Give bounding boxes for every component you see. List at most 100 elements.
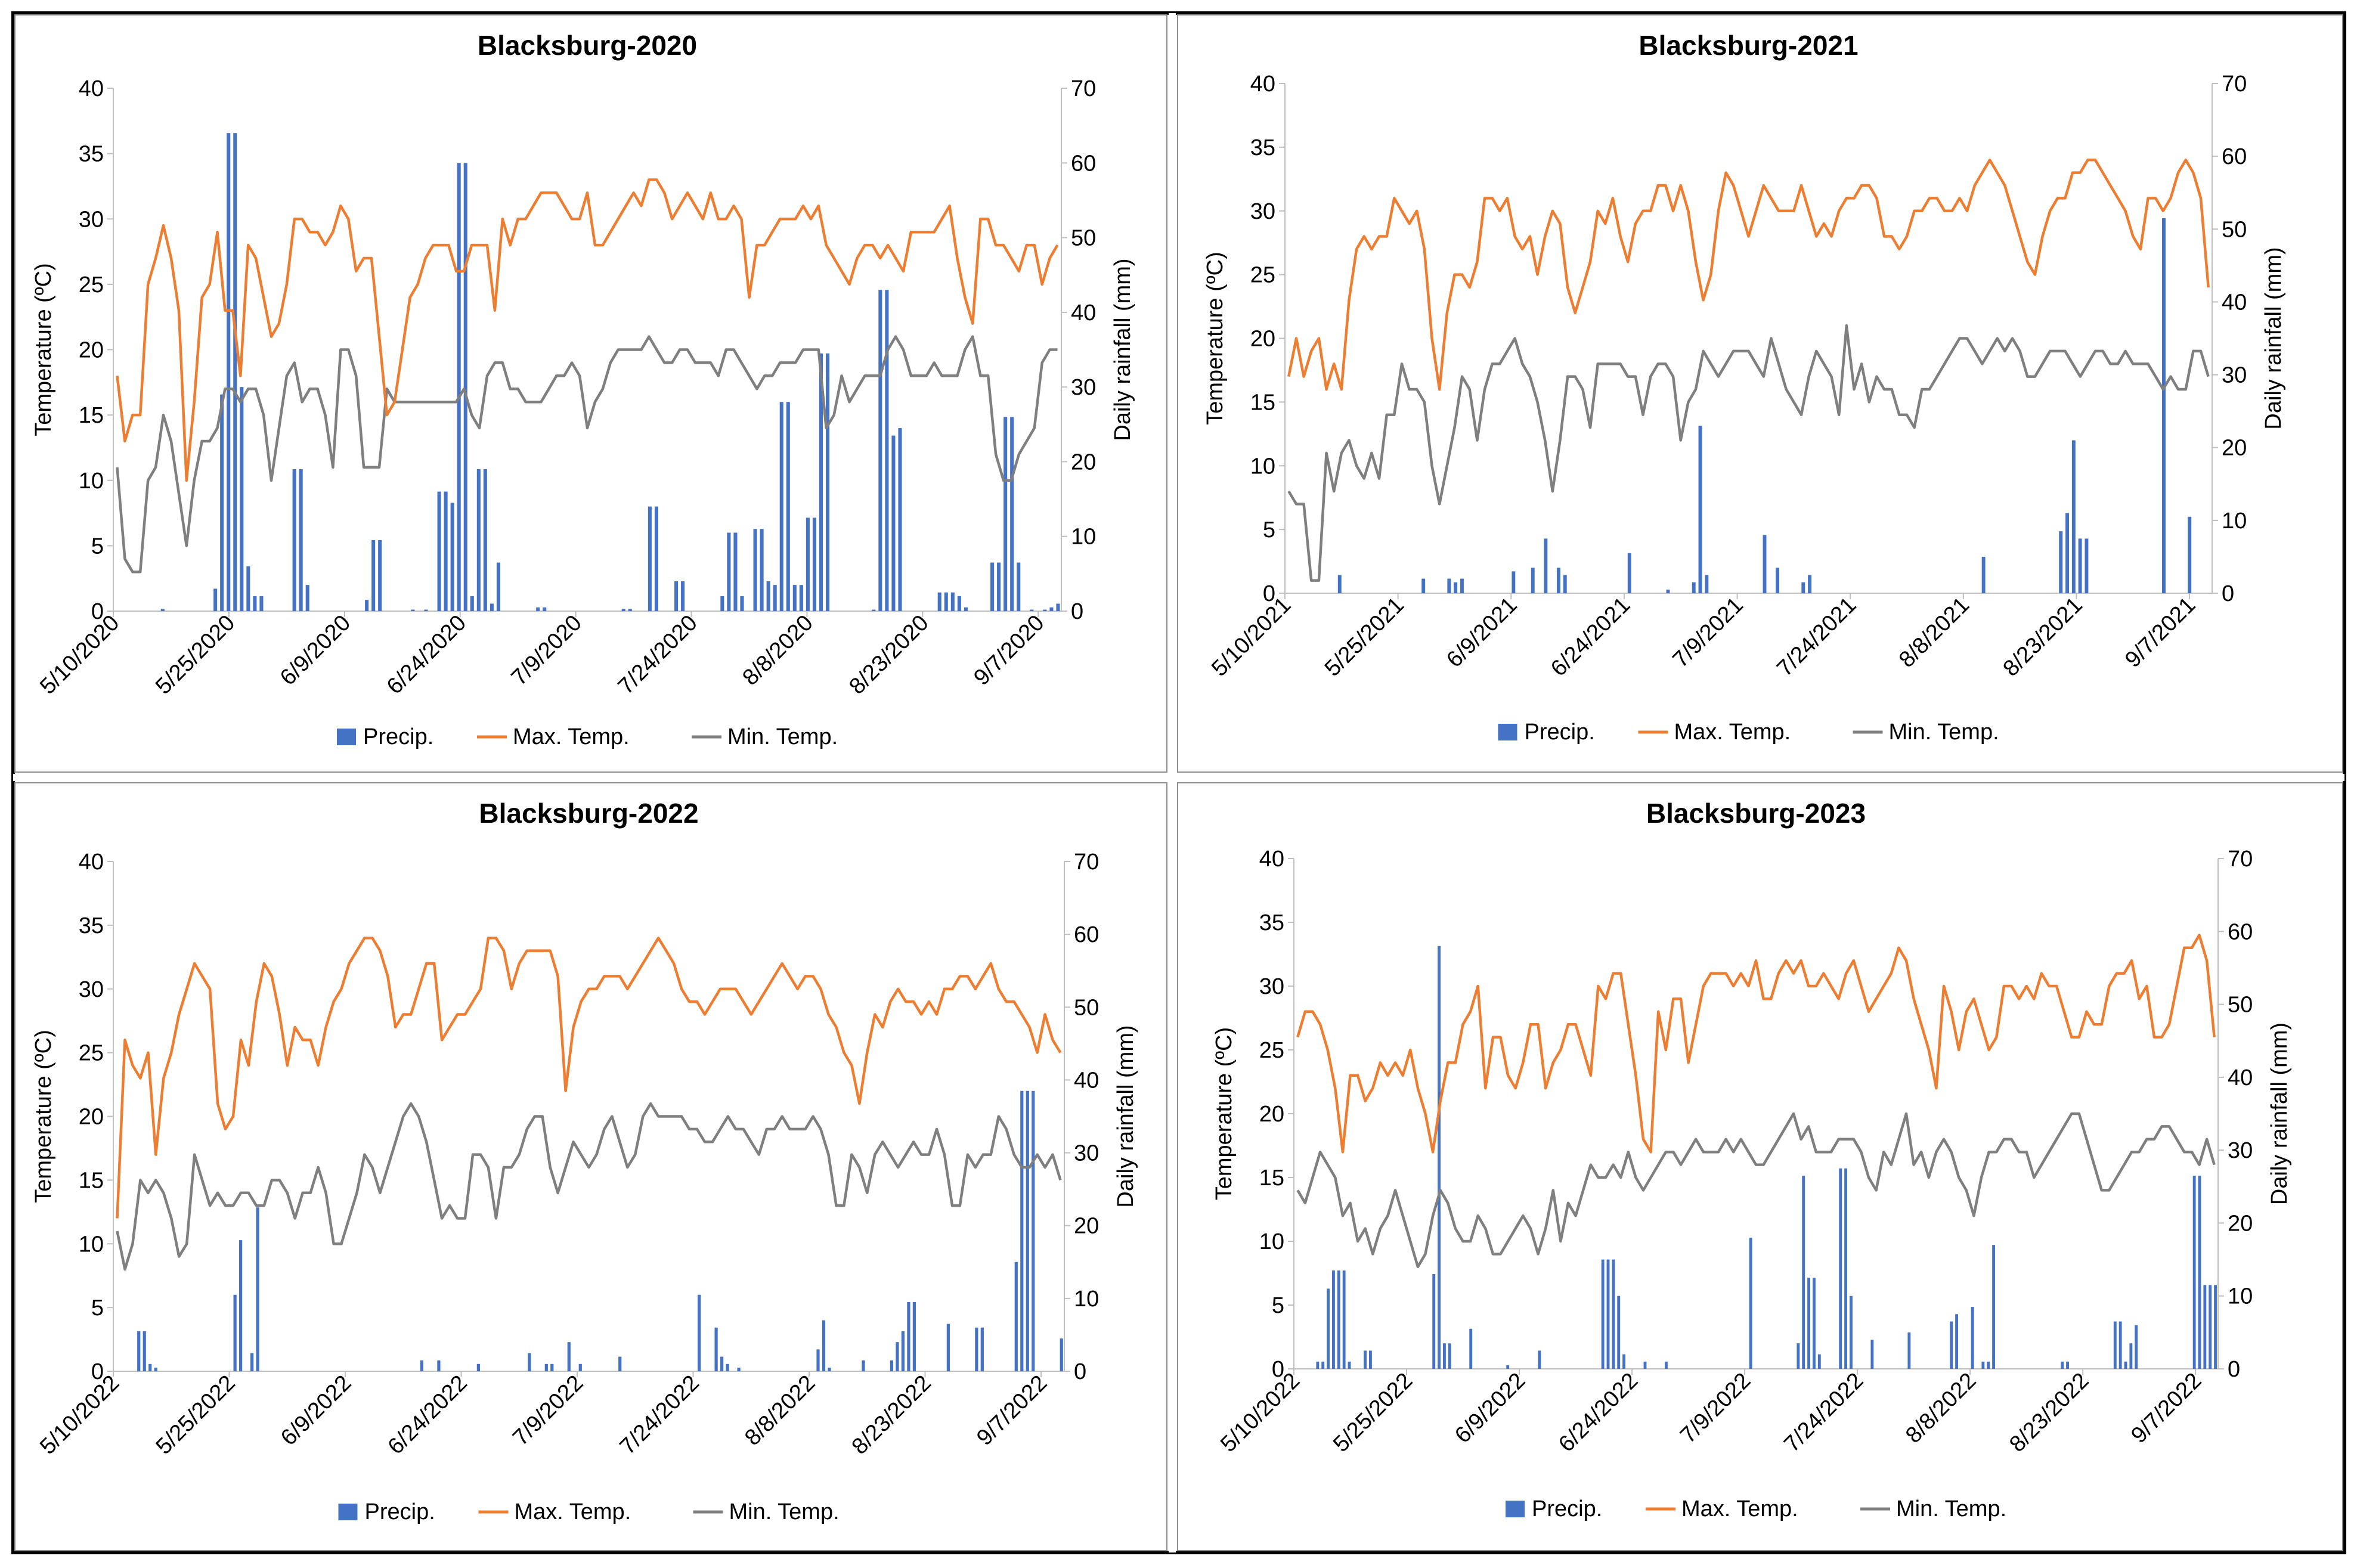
precip-bar xyxy=(2162,218,2166,593)
x-tick-label: 6/24/2022 xyxy=(1554,1368,1643,1457)
precip-bar xyxy=(2113,1321,2117,1369)
precip-bar xyxy=(543,607,547,611)
precip-bar xyxy=(1612,1259,1615,1369)
precip-bar xyxy=(1627,553,1631,593)
panel-gap-vertical xyxy=(1169,13,1176,1552)
x-tick-label: 7/9/2022 xyxy=(1675,1368,1755,1448)
precip-bar xyxy=(1955,1314,1959,1369)
legend-min-label: Min. Temp. xyxy=(729,1499,840,1524)
panel-gap-horizontal xyxy=(13,774,2344,781)
legend-min-label: Min. Temp. xyxy=(1889,720,1999,745)
precip-bar xyxy=(496,562,500,611)
precip-bar xyxy=(714,1327,718,1371)
precip-bar xyxy=(1907,1332,1911,1369)
precip-bar xyxy=(457,163,461,611)
precip-bar xyxy=(891,435,896,611)
precip-bar xyxy=(299,469,303,611)
precip-bar xyxy=(1992,1245,1996,1369)
y-tick-label: 5 xyxy=(1263,517,1275,543)
y2-tick-label: 50 xyxy=(2228,993,2253,1018)
x-tick-label: 8/23/2020 xyxy=(844,611,933,699)
precip-bar xyxy=(567,1342,571,1371)
precip-bar xyxy=(1447,578,1451,593)
y-tick-label: 5 xyxy=(91,534,104,559)
legend-max-label: Max. Temp. xyxy=(1674,720,1791,745)
legend-min-label: Min. Temp. xyxy=(727,724,838,749)
precip-bar xyxy=(1017,562,1021,611)
precip-bar xyxy=(1421,578,1426,593)
x-tick-label: 7/24/2021 xyxy=(1772,593,1861,681)
x-tick-label: 5/10/2022 xyxy=(35,1371,124,1459)
precip-bar xyxy=(733,532,738,611)
precip-bar xyxy=(2214,1285,2217,1369)
precip-bar xyxy=(256,1207,259,1371)
precip-bar xyxy=(885,290,889,611)
precip-bar xyxy=(1812,1278,1816,1369)
y2-tick-label: 70 xyxy=(1071,76,1096,101)
precip-bar xyxy=(305,585,309,611)
x-tick-label: 9/7/2022 xyxy=(972,1371,1052,1451)
y2-tick-label: 70 xyxy=(1074,850,1099,875)
y-tick-label: 5 xyxy=(1272,1293,1284,1318)
precip-bar xyxy=(437,1360,441,1371)
precip-bar xyxy=(365,600,369,611)
y2-tick-label: 60 xyxy=(1071,151,1096,176)
legend-precip-label: Precip. xyxy=(363,724,433,749)
min-temp-line xyxy=(116,1102,1062,1271)
precip-bar xyxy=(737,1367,741,1371)
precip-bar xyxy=(2078,538,2082,593)
precip-bar xyxy=(1060,1338,1063,1371)
precip-bar xyxy=(990,562,995,611)
y-tick-label: 0 xyxy=(1272,1357,1284,1382)
precip-bar xyxy=(536,607,540,611)
y2-tick-label: 30 xyxy=(2228,1138,2253,1163)
precip-bar xyxy=(1705,575,1709,593)
y2-axis-title: Daily rainfall (mm) xyxy=(2267,1022,2292,1205)
precip-bar xyxy=(1337,575,1342,593)
precip-bar xyxy=(1617,1296,1621,1369)
legend-precip-label: Precip. xyxy=(1525,720,1595,745)
precip-bar xyxy=(1849,1296,1853,1369)
precip-bar xyxy=(944,592,948,611)
x-tick-label: 6/9/2022 xyxy=(1450,1368,1530,1448)
y2-tick-label: 10 xyxy=(1071,525,1096,550)
chart-title: Blacksburg-2020 xyxy=(478,30,697,61)
y2-tick-label: 20 xyxy=(2228,1211,2253,1236)
precip-bar xyxy=(957,596,961,611)
x-tick-label: 7/24/2022 xyxy=(1779,1368,1868,1457)
precip-bar xyxy=(2118,1321,2122,1369)
precip-bar xyxy=(766,581,770,611)
x-tick-label: 6/9/2020 xyxy=(275,611,355,690)
precip-bar xyxy=(1438,946,1441,1369)
precip-bar xyxy=(227,133,231,611)
x-tick-label: 6/24/2021 xyxy=(1546,593,1635,681)
y-tick-label: 0 xyxy=(1263,581,1275,606)
outer-border xyxy=(11,11,2346,1554)
precip-bar xyxy=(233,1294,237,1371)
precip-bar xyxy=(1331,1270,1335,1369)
min-temp-line xyxy=(116,335,1058,574)
y-tick-label: 25 xyxy=(1259,1038,1284,1063)
precip-bar xyxy=(2192,1175,2196,1369)
precip-bar xyxy=(760,529,764,611)
precip-bar xyxy=(160,609,165,611)
y2-tick-label: 40 xyxy=(1071,300,1096,326)
min-temp-line xyxy=(1287,324,2210,582)
y2-tick-label: 50 xyxy=(1074,995,1099,1020)
precip-bar xyxy=(2066,1361,2070,1369)
precip-bar xyxy=(937,592,941,611)
legend-precip-label: Precip. xyxy=(365,1499,435,1524)
min-temp-line xyxy=(1296,1112,2216,1269)
precip-bar xyxy=(907,1301,910,1371)
precip-bar xyxy=(1601,1259,1605,1369)
y-tick-label: 20 xyxy=(79,1105,104,1130)
y2-tick-label: 10 xyxy=(2222,509,2247,534)
x-tick-label: 6/9/2022 xyxy=(276,1371,356,1451)
y-tick-label: 40 xyxy=(79,76,104,101)
y2-tick-label: 30 xyxy=(1071,375,1096,400)
precip-bar xyxy=(648,506,652,611)
legend-precip-swatch xyxy=(337,729,356,745)
precip-bar xyxy=(2065,513,2070,593)
y2-tick-label: 20 xyxy=(1071,450,1096,475)
chart-title: Blacksburg-2023 xyxy=(1646,798,1866,829)
